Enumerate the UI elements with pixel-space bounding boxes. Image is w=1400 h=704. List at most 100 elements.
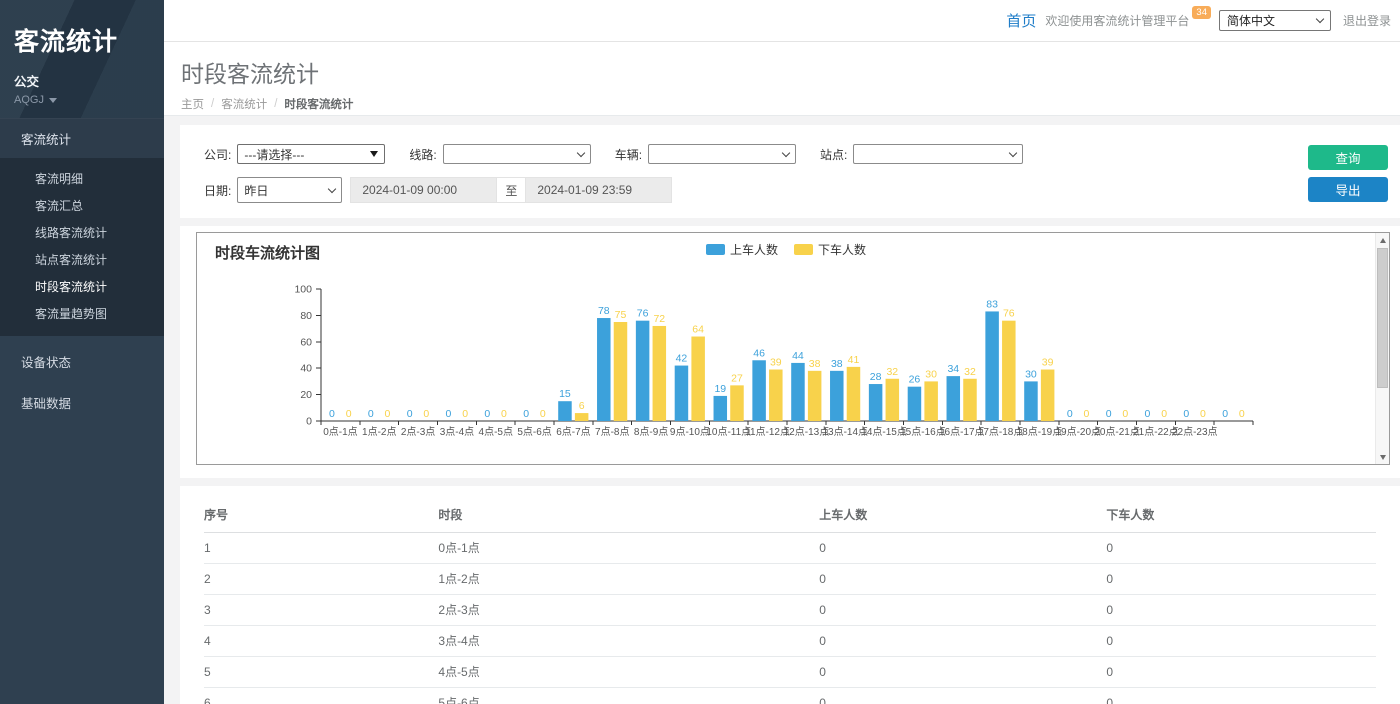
sidebar-item-passenger-stats[interactable]: 客流统计 [0,118,164,158]
cell: 0 [1106,625,1376,657]
boarding-bar-10点-11点[interactable] [713,395,728,421]
column-header-时段: 时段 [438,498,820,533]
alighting-bar-7点-8点[interactable] [613,322,628,421]
alighting-bar-11点-12点[interactable] [769,369,783,421]
alighting-bar-13点-14点[interactable] [846,366,861,421]
boarding-bar-17点-18点[interactable] [985,311,999,421]
sidebar-subitem-客流明细[interactable]: 客流明细 [35,172,84,186]
chart-legend: 上车人数 下车人数 [197,241,1375,258]
chart-box: 时段车流统计图 上车人数 下车人数 0 20 40 60 80 100 0点-1点 1点-2点 2… [196,232,1390,465]
bar-value-label: 0 [1067,408,1073,420]
bar-value-label: 0 [484,408,490,420]
bar-value-label: 30 [925,368,937,380]
notification-badge[interactable]: 34 [1192,6,1211,19]
cell: 2点-3点 [438,594,820,626]
sidebar-subitem-时段客流统计[interactable]: 时段客流统计 [35,280,108,294]
station-select[interactable] [853,144,1024,164]
vehicle-select[interactable] [648,144,797,164]
bar-value-label: 34 [947,363,959,375]
sidebar-subitem-线路客流统计[interactable]: 线路客流统计 [35,226,108,240]
cell: 0 [1106,687,1376,704]
scrollbar-down-arrow[interactable] [1376,450,1389,464]
table-row: 4 3点-4点 0 0 [204,625,1376,657]
boarding-bar-7点-8点[interactable] [597,318,611,421]
alighting-bar-14点-15点[interactable] [885,378,900,421]
breadcrumb-home[interactable]: 主页 [181,99,204,111]
x-tick-label: 10点-11点 [706,426,751,438]
page-title: 时段客流统计 [181,61,319,87]
cell: 0 [819,563,1107,595]
alighting-bar-10点-11点[interactable] [730,385,744,421]
cell: 1点-2点 [438,563,820,595]
sidebar-subitem-站点客流统计[interactable]: 站点客流统计 [35,253,108,267]
table-row: 1 0点-1点 0 0 [204,532,1376,564]
x-tick-label: 1点-2点 [362,426,396,438]
alighting-bar-16点-17点[interactable] [963,378,977,421]
bar-value-label: 19 [714,383,726,395]
sidebar-subitem-客流汇总[interactable]: 客流汇总 [35,199,84,213]
bar-value-label: 0 [1145,408,1151,420]
alighting-bar-9点-10点[interactable] [691,336,705,421]
chevron-down-icon [1315,14,1325,24]
alighting-bar-18点-19点[interactable] [1040,369,1055,421]
date-from-input[interactable]: 2024-01-09 00:00 [350,177,498,203]
legend-label: 下车人数 [818,243,867,257]
alighting-bar-15点-16点[interactable] [924,381,938,421]
logout-link[interactable]: 退出登录 [1342,14,1391,28]
boarding-bar-11点-12点[interactable] [752,360,766,421]
boarding-bar-12点-13点[interactable] [791,362,805,421]
export-button[interactable]: 导出 [1308,177,1388,202]
boarding-bar-8点-9点[interactable] [635,320,650,421]
cell: 4点-5点 [438,656,820,688]
boarding-bar-15点-16点[interactable] [907,386,922,421]
bar-value-label: 0 [1183,408,1189,420]
bar-value-label: 0 [423,408,429,420]
cell: 3点-4点 [438,625,820,657]
bar-value-label: 83 [986,298,998,310]
x-tick-label: 8点-9点 [634,426,668,438]
boarding-bar-13点-14点[interactable] [830,370,844,421]
company-select[interactable]: ---请选择--- [237,144,386,164]
boarding-bar-16点-17点[interactable] [946,376,961,421]
scrollbar-up-arrow[interactable] [1376,233,1389,247]
boarding-bar-14点-15点[interactable] [868,384,883,421]
x-tick-label: 21点-22点 [1133,426,1179,438]
scrollbar-thumb[interactable] [1377,248,1388,388]
sidebar-item-device-status[interactable]: 设备状态 [21,356,72,370]
filter-row-1: 公司: ---请选择--- 线路: 车辆: 站点: [204,144,1400,164]
alighting-bar-12点-13点[interactable] [807,370,822,421]
filter-panel: 公司: ---请选择--- 线路: 车辆: 站点: [180,125,1400,218]
language-select[interactable]: 简体中文 [1218,10,1331,31]
alighting-bar-6点-7点[interactable] [574,413,589,421]
alighting-bar-8点-9点[interactable] [652,325,667,421]
boarding-bar-18点-19点[interactable] [1024,381,1038,421]
main-area: 首页 欢迎使用客流统计管理平台 34 简体中文 退出登录 时段客流统计 主页 /… [164,0,1400,704]
legend-item-下车人数[interactable]: 下车人数 [794,241,866,258]
bar-value-label: 0 [1106,408,1112,420]
date-preset-select[interactable]: 昨日 [237,177,343,203]
breadcrumb-section[interactable]: 客流统计 [221,99,268,111]
chart-vertical-scrollbar[interactable] [1375,233,1389,464]
boarding-bar-6点-7点[interactable] [558,401,572,421]
boarding-bar-9点-10点[interactable] [674,365,689,421]
alighting-bar-17点-18点[interactable] [1002,320,1016,421]
line-select[interactable] [442,144,591,164]
x-tick-label: 9点-10点 [670,426,710,438]
cell: 4 [204,625,439,657]
date-to-input[interactable]: 2024-01-09 23:59 [525,177,673,203]
x-tick-label: 20点-21点 [1094,426,1140,438]
x-tick-label: 5点-6点 [517,426,551,438]
sidebar-subitem-客流量趋势图[interactable]: 客流量趋势图 [35,307,108,321]
bar-value-label: 6 [579,400,585,412]
cell: 0 [819,687,1107,704]
bar-value-label: 0 [329,408,335,420]
query-button[interactable]: 查询 [1308,145,1388,170]
org-code-dropdown[interactable]: AQGJ [14,94,164,106]
sidebar-submenu: 客流明细客流汇总线路客流统计 站点客流统计 时段客流统计 客流量趋势图 [0,158,164,336]
cell: 0 [1106,656,1376,688]
legend-item-上车人数[interactable]: 上车人数 [705,241,778,258]
sidebar-item-base-data[interactable]: 基础数据 [21,397,72,411]
home-link[interactable]: 首页 [1006,13,1037,30]
chevron-down-icon [781,148,791,157]
legend-label: 上车人数 [729,243,778,257]
